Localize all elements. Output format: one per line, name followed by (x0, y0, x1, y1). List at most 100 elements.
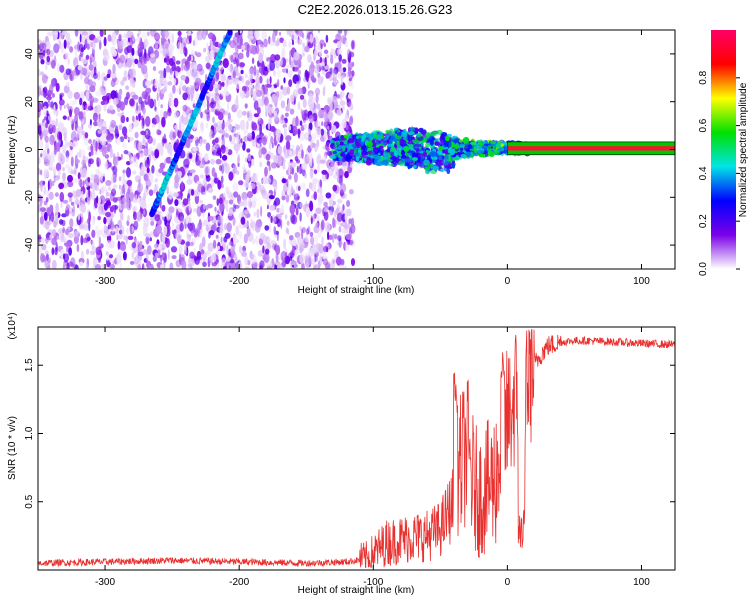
noise-cell (142, 139, 147, 146)
noise-cell (136, 36, 141, 43)
noise-cell (268, 60, 276, 71)
noise-cell (82, 180, 85, 188)
noise-cell (38, 239, 41, 245)
carrier-cell (462, 137, 470, 144)
noise-cell (345, 125, 349, 131)
noise-cell (77, 213, 81, 221)
noise-cell (263, 175, 268, 185)
noise-cell (126, 57, 133, 68)
noise-cell (179, 254, 185, 262)
noise-cell (103, 54, 110, 62)
noise-cell (88, 158, 94, 165)
noise-cell (65, 150, 70, 159)
noise-cell (269, 204, 276, 211)
noise-cell (253, 211, 256, 217)
noise-cell (263, 252, 270, 264)
noise-cell (126, 227, 129, 234)
noise-cell (154, 43, 159, 50)
noise-cell (131, 35, 135, 42)
noise-cell (86, 43, 91, 50)
noise-cell (200, 111, 203, 119)
noise-cell (44, 135, 49, 143)
noise-cell (270, 240, 276, 245)
carrier-cell (335, 141, 339, 146)
noise-cell (235, 104, 239, 110)
snr-y-tick-label: 0.5 (24, 494, 35, 508)
carrier-cell (397, 132, 402, 136)
carrier-cell (390, 156, 397, 160)
noise-cell (321, 121, 324, 126)
noise-cell (344, 193, 348, 200)
noise-cell (304, 235, 309, 243)
colorbar-bar (711, 30, 736, 269)
carrier-cell (395, 135, 403, 140)
noise-cell (183, 63, 190, 72)
noise-cell (198, 34, 203, 41)
noise-cell (96, 35, 102, 44)
noise-cell (45, 60, 52, 66)
noise-cell (174, 199, 179, 207)
spectrogram-y-tick-label: 40 (24, 48, 35, 60)
noise-cell (237, 52, 244, 60)
noise-cell (189, 169, 196, 174)
noise-cell (324, 56, 327, 67)
noise-cell (327, 210, 333, 215)
carrier-cell (393, 149, 399, 157)
noise-cell (339, 206, 342, 212)
noise-cell (199, 199, 203, 204)
noise-cell (40, 122, 47, 129)
noise-cell (79, 33, 82, 43)
noise-cell (193, 190, 198, 197)
noise-cell (226, 222, 232, 233)
noise-cell (212, 116, 215, 124)
noise-cell (232, 217, 237, 226)
noise-cell (142, 107, 146, 115)
noise-cell (281, 68, 288, 73)
noise-cell (41, 42, 47, 49)
noise-cell (331, 192, 336, 200)
noise-cell (293, 193, 300, 201)
noise-cell (84, 104, 91, 112)
noise-cell (102, 120, 107, 128)
noise-cell (332, 184, 338, 192)
noise-cell (182, 198, 189, 206)
noise-cell (73, 58, 77, 66)
noise-cell (103, 217, 107, 225)
noise-cell (218, 165, 223, 172)
noise-cell (297, 87, 304, 95)
noise-cell (246, 49, 250, 58)
noise-cell (161, 204, 166, 212)
noise-cell (141, 263, 145, 269)
noise-cell (38, 102, 42, 113)
noise-cell (230, 246, 235, 255)
noise-cell (154, 183, 157, 192)
noise-cell (138, 245, 143, 252)
noise-cell (73, 99, 78, 105)
noise-cell (207, 242, 214, 252)
noise-cell (200, 121, 204, 129)
noise-cell (63, 72, 68, 80)
noise-cell (125, 85, 130, 90)
noise-cell (290, 213, 296, 224)
noise-cell (204, 55, 211, 63)
noise-cell (143, 173, 149, 182)
noise-cell (122, 77, 128, 82)
noise-cell (321, 65, 325, 71)
carrier-cell (367, 141, 373, 148)
noise-cell (47, 31, 54, 37)
noise-cell (248, 36, 251, 44)
noise-cell (270, 136, 274, 145)
noise-cell (332, 217, 335, 229)
noise-cell (38, 139, 44, 149)
noise-cell (91, 229, 96, 238)
noise-cell (172, 84, 176, 94)
carrier-cell (489, 151, 495, 158)
carrier-cell (467, 144, 472, 149)
noise-cell (152, 66, 157, 72)
noise-cell (53, 177, 59, 182)
noise-cell (269, 152, 275, 160)
noise-cell (187, 216, 192, 224)
spectrogram-y-tick-label: 20 (24, 96, 35, 108)
noise-cell (258, 52, 264, 64)
noise-cell (268, 105, 271, 114)
